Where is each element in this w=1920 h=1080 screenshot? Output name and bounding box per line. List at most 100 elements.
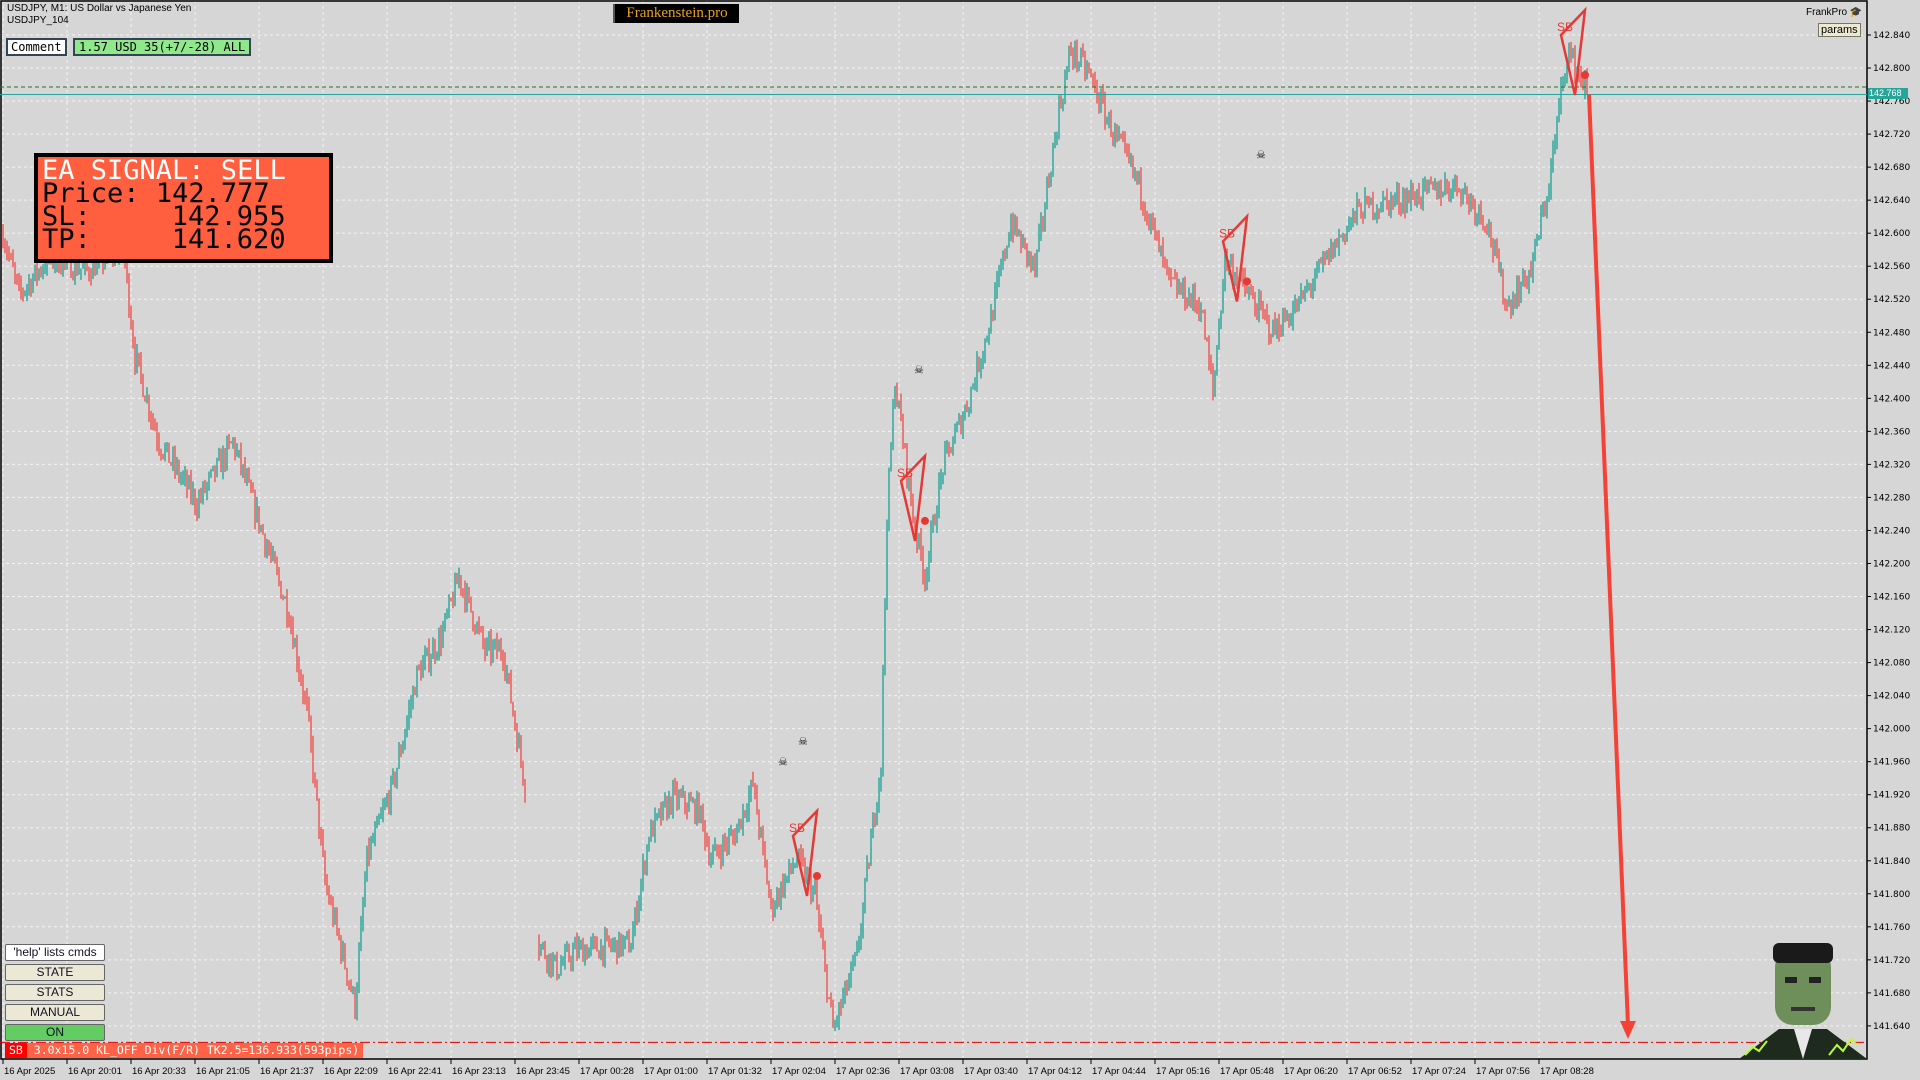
x-tick-label: 16 Apr 21:37 — [260, 1066, 314, 1077]
signal-triangle — [1221, 212, 1249, 302]
skull-icon: ☠ — [778, 757, 788, 769]
y-tick-label: 141.640 — [1873, 1022, 1910, 1032]
signal-exit-marker — [921, 516, 929, 525]
price-label: Price: — [42, 178, 140, 209]
x-tick-label: 17 Apr 03:40 — [964, 1066, 1018, 1077]
x-tick-label: 16 Apr 21:05 — [196, 1066, 250, 1077]
x-tick-label: 16 Apr 20:33 — [132, 1066, 186, 1077]
y-tick-label: 142.400 — [1873, 394, 1910, 404]
y-tick-label: 142.080 — [1873, 659, 1910, 669]
frankenstein-mascot-icon — [1739, 943, 1867, 1059]
y-tick-label: 141.720 — [1873, 956, 1910, 966]
skull-icon: ☠ — [914, 364, 924, 376]
help-field[interactable]: 'help' lists cmds — [5, 944, 105, 961]
signal-exit-marker — [1581, 71, 1589, 79]
x-tick-label: 16 Apr 23:45 — [516, 1066, 570, 1077]
x-tick-label: 16 Apr 20:01 — [68, 1066, 122, 1077]
y-tick-label: 142.800 — [1873, 64, 1910, 74]
price-value: 142.777 — [155, 178, 270, 209]
x-tick-label: 17 Apr 05:16 — [1156, 1066, 1210, 1077]
y-tick-label: 141.760 — [1873, 923, 1910, 933]
x-tick-label: 16 Apr 23:13 — [452, 1066, 506, 1077]
x-tick-label: 17 Apr 07:56 — [1476, 1066, 1530, 1077]
x-tick-label: 17 Apr 02:04 — [772, 1066, 826, 1077]
y-tick-label: 141.840 — [1873, 857, 1910, 867]
y-tick-label: 142.360 — [1873, 427, 1910, 437]
y-tick-label: 142.560 — [1873, 262, 1910, 272]
y-tick-label: 142.280 — [1873, 493, 1910, 503]
chart-header: USDJPY, M1: US Dollar vs Japanese Yen US… — [7, 3, 191, 27]
y-tick-label: 142.120 — [1873, 626, 1910, 636]
y-tick-label: 142.840 — [1873, 31, 1910, 41]
x-tick-label: 16 Apr 22:41 — [388, 1066, 442, 1077]
signal-label: SB — [1219, 226, 1235, 240]
y-tick-label: 142.640 — [1873, 196, 1910, 206]
status-tag: SB — [5, 1043, 27, 1058]
state-button[interactable]: STATE — [5, 964, 105, 981]
comment-value: 1.57 USD 35(+7/-28) ALL — [73, 38, 252, 56]
y-tick-label: 142.040 — [1873, 692, 1910, 702]
x-tick-label: 17 Apr 01:32 — [708, 1066, 762, 1077]
status-bar: SB 3.0x15.0 KL_OFF Div(F/R) TK2.5=136.93… — [5, 1043, 364, 1058]
signal-triangle — [1559, 6, 1587, 96]
y-tick-label: 142.160 — [1873, 593, 1910, 603]
status-text: 3.0x15.0 KL_OFF Div(F/R) TK2.5=136.933(5… — [33, 1043, 360, 1057]
x-tick-label: 17 Apr 08:28 — [1540, 1066, 1594, 1077]
y-tick-label: 141.920 — [1873, 791, 1910, 801]
skull-icon: ☠ — [798, 736, 808, 748]
y-tick-label: 141.880 — [1873, 824, 1910, 834]
signal-tp-row: TP: 141.620 — [42, 226, 325, 253]
y-tick-label: 142.240 — [1873, 526, 1910, 536]
y-tick-label: 142.200 — [1873, 559, 1910, 569]
signal-panel: EA SIGNAL: SELL Price: 142.777 SL: 142.95… — [34, 153, 333, 263]
x-tick-label: 17 Apr 06:20 — [1284, 1066, 1338, 1077]
symbol-title: USDJPY, M1: US Dollar vs Japanese Yen — [7, 3, 192, 14]
signal-title: EA SIGNAL: SELL — [42, 155, 286, 186]
x-tick-label: 16 Apr 22:09 — [324, 1066, 378, 1077]
y-tick-label: 142.000 — [1873, 725, 1910, 735]
signal-label: SB — [897, 466, 913, 480]
x-tick-label: 17 Apr 06:52 — [1348, 1066, 1402, 1077]
chart-border — [0, 0, 1868, 1060]
y-tick-label: 141.800 — [1873, 890, 1910, 900]
signal-sl-row: SL: 142.955 — [42, 203, 325, 230]
signal-exit-marker — [1243, 277, 1251, 286]
sell-arrow — [1587, 94, 1630, 1026]
params-button[interactable]: params — [1818, 23, 1861, 37]
x-tick-label: 17 Apr 00:28 — [580, 1066, 634, 1077]
sell-arrow-head — [1620, 1021, 1636, 1039]
signal-triangle — [791, 807, 819, 897]
graduation-cap-icon: 🎓 — [1849, 7, 1863, 18]
x-tick-label: 17 Apr 02:36 — [836, 1066, 890, 1077]
y-tick-label: 142.680 — [1873, 163, 1910, 173]
y-tick-label: 142.320 — [1873, 460, 1910, 470]
y-tick-label: 142.600 — [1873, 229, 1910, 239]
frankpro-label: FrankPro 🎓 — [1806, 7, 1862, 18]
signal-exit-marker — [813, 871, 821, 880]
comment-label: Comment — [6, 38, 67, 56]
signal-triangle — [899, 452, 927, 542]
x-tick-label: 17 Apr 07:24 — [1412, 1066, 1466, 1077]
x-tick-label: 16 Apr 2025 — [4, 1066, 55, 1077]
stats-button[interactable]: STATS — [5, 984, 105, 1001]
x-tick-label: 17 Apr 04:44 — [1092, 1066, 1146, 1077]
frankpro-text: FrankPro — [1806, 7, 1848, 18]
ea-name: USDJPY_104 — [7, 15, 69, 26]
y-tick-label: 142.480 — [1873, 328, 1910, 338]
manual-button[interactable]: MANUAL — [5, 1004, 105, 1021]
y-tick-label: 142.720 — [1873, 130, 1910, 140]
y-tick-label: 142.520 — [1873, 295, 1910, 305]
tp-value: 141.620 — [171, 224, 286, 255]
y-tick-label: 141.680 — [1873, 989, 1910, 999]
signal-label: SB — [1557, 20, 1573, 34]
signal-label: SB — [789, 821, 805, 835]
x-tick-label: 17 Apr 03:08 — [900, 1066, 954, 1077]
sl-value: 142.955 — [171, 201, 286, 232]
skull-icon: ☠ — [1256, 150, 1266, 162]
on-toggle-button[interactable]: ON — [5, 1024, 105, 1041]
signal-price-row: Price: 142.777 — [42, 180, 325, 207]
x-tick-label: 17 Apr 04:12 — [1028, 1066, 1082, 1077]
sl-label: SL: — [42, 201, 91, 232]
brand-logo[interactable]: Frankenstein.pro — [613, 4, 739, 23]
